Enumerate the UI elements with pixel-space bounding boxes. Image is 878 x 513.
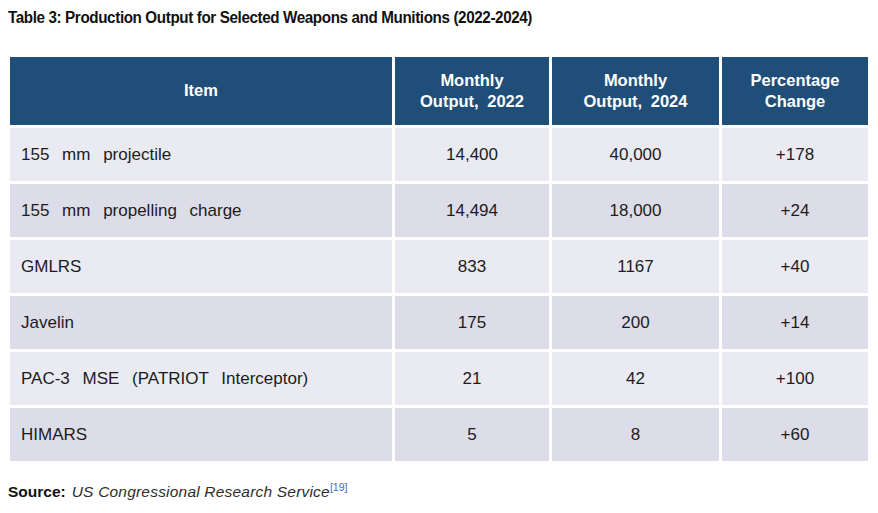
cell-2024-himars: 8 [552, 408, 719, 461]
col-header-percentage-change: Percentage Change [722, 57, 868, 125]
col-header-item-label: Item [184, 80, 218, 101]
source-label: Source: [8, 483, 66, 500]
cell-2022-javelin: 175 [395, 296, 549, 349]
table-title: Table 3: Production Output for Selected … [8, 9, 532, 27]
cell-2022-himars: 5 [395, 408, 549, 461]
col-header-item: Item [10, 57, 392, 125]
cell-item-pac3-mse: PAC-3 MSE (PATRIOT Interceptor) [10, 352, 392, 405]
cell-2022-155mm-propelling-charge: 14,494 [395, 184, 549, 237]
production-output-table: Item Monthly Output, 2022 Monthly Output… [10, 57, 868, 461]
cell-2024-155mm-projectile: 40,000 [552, 128, 719, 181]
cell-change-155mm-propelling-charge: +24 [722, 184, 868, 237]
cell-item-155mm-propelling-charge: 155 mm propelling charge [10, 184, 392, 237]
cell-change-javelin: +14 [722, 296, 868, 349]
col-header-monthly-output-2022: Monthly Output, 2022 [395, 57, 549, 125]
cell-change-155mm-projectile: +178 [722, 128, 868, 181]
source-line: Source: US Congressional Research Service… [8, 483, 347, 501]
page: Table 3: Production Output for Selected … [0, 0, 878, 513]
cell-change-gmlrs: +40 [722, 240, 868, 293]
source-citation-link[interactable]: [19] [330, 481, 348, 493]
cell-2022-155mm-projectile: 14,400 [395, 128, 549, 181]
col-header-monthly-output-2024: Monthly Output, 2024 [552, 57, 719, 125]
cell-item-javelin: Javelin [10, 296, 392, 349]
cell-item-gmlrs: GMLRS [10, 240, 392, 293]
cell-change-pac3-mse: +100 [722, 352, 868, 405]
cell-change-himars: +60 [722, 408, 868, 461]
cell-2022-pac3-mse: 21 [395, 352, 549, 405]
source-text: US Congressional Research Service [72, 483, 330, 500]
cell-2024-pac3-mse: 42 [552, 352, 719, 405]
cell-item-himars: HIMARS [10, 408, 392, 461]
cell-item-155mm-projectile: 155 mm projectile [10, 128, 392, 181]
cell-2024-155mm-propelling-charge: 18,000 [552, 184, 719, 237]
cell-2024-gmlrs: 1167 [552, 240, 719, 293]
cell-2024-javelin: 200 [552, 296, 719, 349]
cell-2022-gmlrs: 833 [395, 240, 549, 293]
